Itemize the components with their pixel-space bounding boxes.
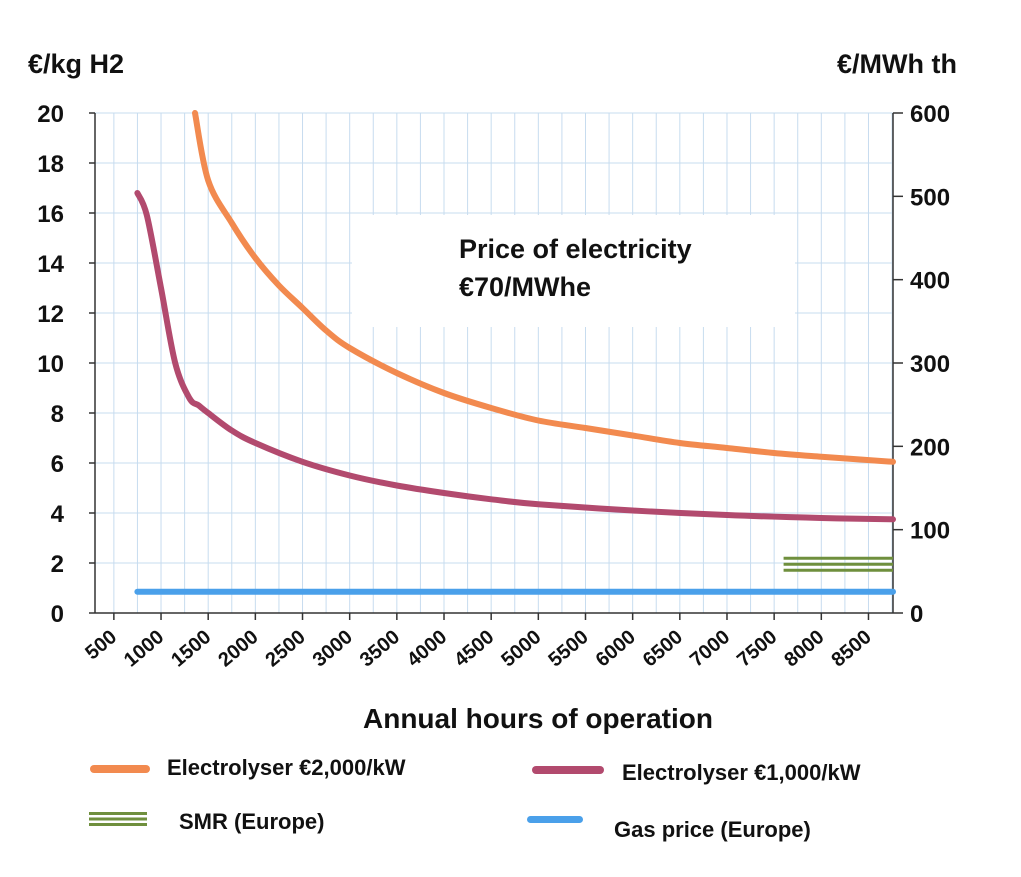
- legend-label-electrolyser-1000: Electrolyser €1,000/kW: [622, 760, 861, 785]
- y-axis-label-left: €/kg H2: [28, 49, 124, 79]
- legend-label-electrolyser-2000: Electrolyser €2,000/kW: [167, 755, 406, 780]
- x-tick-label: 2000: [214, 626, 262, 671]
- x-tick-label: 3500: [356, 626, 404, 671]
- x-tick-label: 6000: [592, 626, 640, 671]
- legend-swatch-gas-price: [527, 816, 583, 823]
- legend-label-gas-price: Gas price (Europe): [614, 817, 811, 842]
- series-smr-europe: [783, 556, 893, 572]
- grid: [95, 112, 893, 614]
- series-electrolyser-2-000-kw: [192, 110, 896, 465]
- y-axis-label-right: €/MWh th: [837, 49, 957, 79]
- y-tick-label-right: 300: [910, 351, 950, 378]
- x-tick-label: 5500: [544, 626, 592, 671]
- x-tick-label: 6500: [639, 626, 687, 671]
- y-tick-label-left: 20: [37, 101, 64, 128]
- annotation-line-1: Price of electricity: [459, 234, 692, 264]
- y-tick-label-right: 0: [910, 601, 923, 628]
- annotation-line-2: €70/MWhe: [459, 272, 591, 302]
- x-tick-label: 500: [81, 626, 121, 664]
- x-tick-label: 7000: [686, 626, 734, 671]
- x-tick-label: 3000: [309, 626, 357, 671]
- tick-labels: 0246810121416182001002003004005006005001…: [37, 101, 950, 671]
- x-tick-label: 2500: [262, 626, 310, 671]
- series-layer: [134, 110, 896, 595]
- axes: [89, 112, 903, 620]
- x-tick-label: 1500: [167, 626, 215, 671]
- y-tick-label-left: 8: [51, 401, 64, 428]
- x-tick-label: 4500: [450, 626, 498, 671]
- y-tick-label-right: 600: [910, 101, 950, 128]
- x-tick-label: 5000: [497, 626, 545, 671]
- x-tick-label: 4000: [403, 626, 451, 671]
- legend-swatch-smr: [89, 812, 147, 826]
- y-tick-label-right: 400: [910, 268, 950, 295]
- x-tick-label: 8000: [780, 626, 828, 671]
- legend-swatch-electrolyser-2000: [90, 765, 150, 773]
- x-tick-label: 8500: [827, 626, 875, 671]
- y-tick-label-left: 0: [51, 601, 64, 628]
- x-axis-label: Annual hours of operation: [363, 703, 713, 734]
- legend-swatch-electrolyser-1000: [532, 766, 604, 774]
- y-tick-label-left: 14: [37, 251, 64, 278]
- y-tick-label-left: 12: [37, 301, 64, 328]
- y-tick-label-left: 16: [37, 201, 64, 228]
- series-electrolyser-1-000-kw: [134, 190, 896, 523]
- y-tick-label-left: 18: [37, 151, 64, 178]
- y-tick-label-right: 100: [910, 518, 950, 545]
- y-tick-label-left: 4: [51, 501, 65, 528]
- y-tick-label-right: 500: [910, 184, 950, 211]
- annotation-box: [352, 215, 795, 327]
- x-tick-label: 7500: [733, 626, 781, 671]
- y-tick-label-left: 6: [51, 451, 64, 478]
- legend-label-smr: SMR (Europe): [179, 809, 325, 834]
- y-tick-label-left: 2: [51, 551, 64, 578]
- y-tick-label-right: 200: [910, 434, 950, 461]
- y-tick-label-left: 10: [37, 351, 64, 378]
- x-tick-label: 1000: [120, 626, 168, 671]
